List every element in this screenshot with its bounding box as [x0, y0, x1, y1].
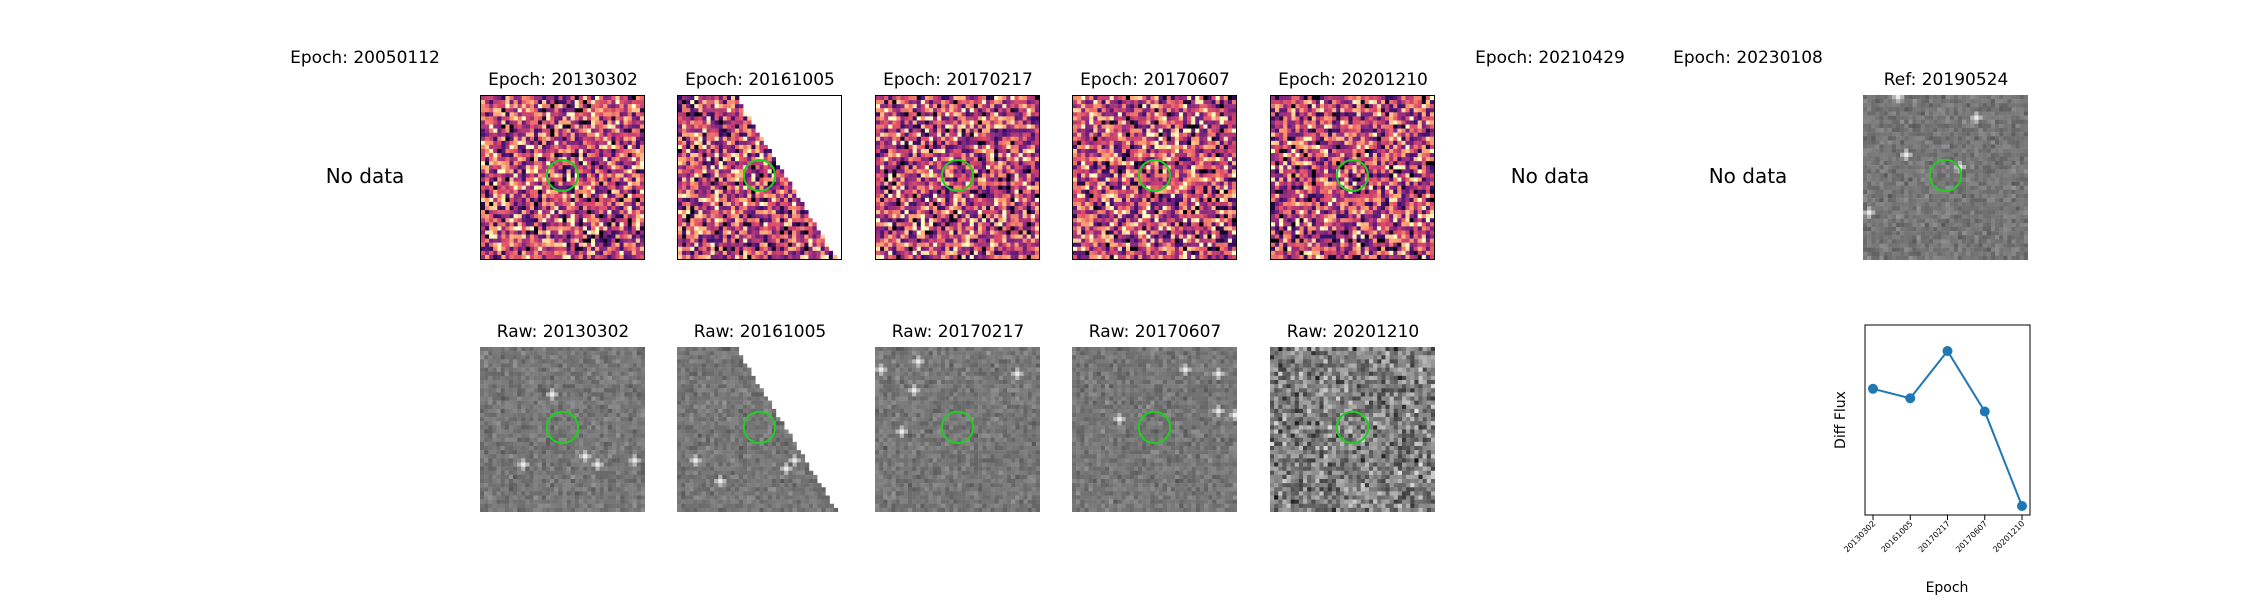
- x-tick-label: 20161005: [1880, 519, 1915, 554]
- diff-image-20170607: [1072, 95, 1237, 260]
- target-circle: [1928, 158, 1963, 193]
- reference-image-20190524: [1863, 95, 2028, 260]
- raw-image-20161005: [677, 347, 842, 512]
- title-raw-20201210: Raw: 20201210: [1286, 322, 1420, 342]
- data-point: [2017, 501, 2027, 511]
- target-circle: [742, 410, 777, 445]
- title-raw-20161005: Raw: 20161005: [693, 322, 827, 342]
- title-epoch-20170607: Epoch: 20170607: [1080, 70, 1230, 90]
- data-point: [1905, 393, 1916, 404]
- target-circle: [545, 158, 580, 192]
- x-tick-label: 20170607: [1954, 519, 1989, 554]
- title-epoch-20050112: Epoch: 20050112: [290, 48, 440, 68]
- no-data-label-20230108: No data: [1708, 164, 1788, 188]
- raw-image-20170217: [875, 347, 1040, 512]
- target-circle: [1137, 410, 1172, 445]
- raw-image-20170607: [1072, 347, 1237, 512]
- title-epoch-20210429: Epoch: 20210429: [1475, 48, 1625, 68]
- title-epoch-20170217: Epoch: 20170217: [883, 70, 1033, 90]
- diff-image-20201210: [1270, 95, 1435, 260]
- target-circle: [940, 158, 975, 192]
- title-raw-20170217: Raw: 20170217: [891, 322, 1025, 342]
- title-epoch-20130302: Epoch: 20130302: [488, 70, 638, 90]
- x-axis-label: Epoch: [1926, 580, 1969, 596]
- x-tick-label: 20130302: [1842, 519, 1877, 554]
- diff-image-20130302: [480, 95, 645, 260]
- diff-image-20170217: [875, 95, 1040, 260]
- target-circle: [1335, 158, 1370, 192]
- target-circle: [1137, 158, 1172, 192]
- title-epoch-20161005: Epoch: 20161005: [685, 70, 835, 90]
- raw-image-20130302: [480, 347, 645, 512]
- raw-image-20201210: [1270, 347, 1435, 512]
- y-axis-label: Diff Flux: [1833, 391, 1849, 449]
- no-data-label-20210429: No data: [1510, 164, 1590, 188]
- title-raw-20170607: Raw: 20170607: [1088, 322, 1222, 342]
- data-point: [1979, 406, 1990, 417]
- target-circle: [1335, 410, 1370, 445]
- title-epoch-20201210: Epoch: 20201210: [1278, 70, 1428, 90]
- data-point: [1942, 346, 1953, 356]
- diff-flux-chart: 20130302 20161005 20170217 20170607 20201210…: [1833, 324, 2031, 596]
- diff-image-20161005: [677, 95, 842, 260]
- x-tick-label: 20201210: [1991, 519, 2026, 554]
- title-epoch-20230108: Epoch: 20230108: [1673, 48, 1823, 68]
- no-data-label-20050112: No data: [325, 164, 405, 188]
- title-ref-20190524: Ref: 20190524: [1883, 70, 2009, 90]
- target-circle: [742, 158, 777, 192]
- title-raw-20130302: Raw: 20130302: [496, 322, 630, 342]
- series-line: [1872, 349, 2023, 507]
- target-circle: [545, 410, 580, 445]
- data-point: [1868, 383, 1878, 394]
- x-tick-label: 20170217: [1917, 519, 1952, 554]
- target-circle: [940, 410, 975, 445]
